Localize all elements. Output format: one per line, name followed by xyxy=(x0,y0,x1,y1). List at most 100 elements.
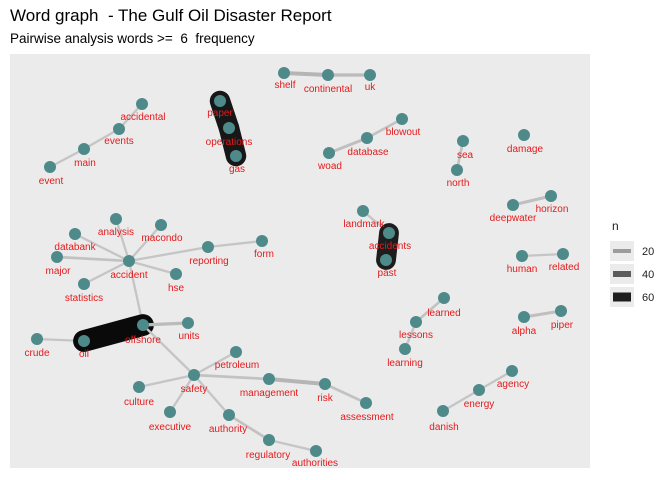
node-statistics xyxy=(78,278,90,290)
node-learned xyxy=(438,292,450,304)
edge-events-main xyxy=(82,127,121,151)
node-executive xyxy=(164,406,176,418)
node-hse xyxy=(170,268,182,280)
edge-alpha-piper xyxy=(522,309,563,319)
edge-macondo-accident xyxy=(127,223,163,263)
edge-risk-assessment xyxy=(323,382,368,405)
node-woad xyxy=(323,147,335,159)
node-units xyxy=(182,317,194,329)
node-shelf xyxy=(278,67,290,79)
legend-label-1: 40 xyxy=(642,269,654,281)
node-major xyxy=(51,251,63,263)
node-label-uk: uk xyxy=(365,82,377,93)
edge-reporting-accident xyxy=(127,245,210,263)
edge-major-accident xyxy=(55,255,131,263)
node-assessment xyxy=(360,397,372,409)
node-accident xyxy=(123,255,135,267)
node-label-analysis: analysis xyxy=(98,227,134,238)
node-label-alpha: alpha xyxy=(512,326,537,337)
node-label-continental: continental xyxy=(304,84,352,95)
node-label-petroleum: petroleum xyxy=(215,360,259,371)
node-analysis xyxy=(110,213,122,225)
node-label-database: database xyxy=(347,147,389,158)
legend-title: n xyxy=(612,219,619,233)
edge-agency-energy xyxy=(477,369,514,392)
node-offshore xyxy=(137,319,149,331)
edge-database-woad xyxy=(327,136,369,155)
edge-reporting-form xyxy=(206,239,264,249)
chart-title: Word graph - The Gulf Oil Disaster Repor… xyxy=(10,6,332,25)
edge-shelf-continental xyxy=(282,71,330,77)
node-agency xyxy=(506,365,518,377)
node-danish xyxy=(437,405,449,417)
node-label-authorities: authorities xyxy=(292,458,338,469)
node-label-human: human xyxy=(507,264,538,275)
legend: n 20 40 60 xyxy=(610,219,654,307)
node-label-piper: piper xyxy=(551,320,574,331)
node-label-gas: gas xyxy=(229,164,245,175)
node-petroleum xyxy=(230,346,242,358)
node-past xyxy=(380,254,392,266)
plot-panel xyxy=(10,54,590,468)
node-label-culture: culture xyxy=(124,397,154,408)
node-human xyxy=(516,250,528,262)
node-label-reporting: reporting xyxy=(189,256,228,267)
node-label-units: units xyxy=(178,331,199,342)
node-sea xyxy=(457,135,469,147)
node-related xyxy=(557,248,569,260)
node-label-risk: risk xyxy=(317,393,334,404)
node-label-main: main xyxy=(74,158,96,169)
edge-authority-regulatory xyxy=(227,413,271,442)
node-uk xyxy=(364,69,376,81)
edge-safety-petroleum xyxy=(192,350,238,377)
node-label-statistics: statistics xyxy=(65,293,103,304)
node-label-events: events xyxy=(104,136,133,147)
node-damage xyxy=(518,129,530,141)
edge-oil-offshore xyxy=(73,314,154,352)
node-label-landmark: landmark xyxy=(343,219,385,230)
edge-management-risk xyxy=(267,377,327,386)
edge-energy-danish xyxy=(441,388,481,413)
node-accidental xyxy=(136,98,148,110)
node-gas xyxy=(230,150,242,162)
edge-regulatory-authorities xyxy=(267,438,318,453)
node-continental xyxy=(322,69,334,81)
node-label-event: event xyxy=(39,176,64,187)
nodes-layer xyxy=(31,67,569,457)
edge-safety-authority xyxy=(192,373,231,417)
node-label-authority: authority xyxy=(209,424,247,435)
node-lessons xyxy=(410,316,422,328)
edge-blowout-database xyxy=(365,117,404,140)
node-label-major: major xyxy=(45,266,71,277)
node-label-learned: learned xyxy=(427,308,460,319)
edge-safety-management xyxy=(192,373,271,381)
node-energy xyxy=(473,384,485,396)
edge-deepwater-horizon xyxy=(511,194,553,207)
node-management xyxy=(263,373,275,385)
node-oil xyxy=(78,335,90,347)
node-label-energy: energy xyxy=(464,399,495,410)
node-label-assessment: assessment xyxy=(340,412,394,423)
node-label-blowout: blowout xyxy=(386,127,421,138)
chart-subtitle: Pairwise analysis words >= 6 frequency xyxy=(10,31,255,46)
node-label-operations: operations xyxy=(206,137,253,148)
node-safety xyxy=(188,369,200,381)
node-form xyxy=(256,235,268,247)
node-label-executive: executive xyxy=(149,422,192,433)
node-label-accidents: accidents xyxy=(369,241,411,252)
node-label-related: related xyxy=(549,262,580,273)
edge-offshore-units xyxy=(141,321,190,327)
legend-label-2: 60 xyxy=(642,292,654,304)
edge-main-event xyxy=(48,147,86,169)
node-learning xyxy=(399,343,411,355)
node-label-macondo: macondo xyxy=(141,233,183,244)
node-label-woad: woad xyxy=(317,161,342,172)
edge-accident-offshore xyxy=(127,259,145,327)
node-label-learning: learning xyxy=(387,358,423,369)
node-label-accident: accident xyxy=(110,270,147,281)
legend-label-0: 20 xyxy=(642,246,654,258)
node-authorities xyxy=(310,445,322,457)
node-deepwater xyxy=(507,199,519,211)
node-piper xyxy=(555,305,567,317)
